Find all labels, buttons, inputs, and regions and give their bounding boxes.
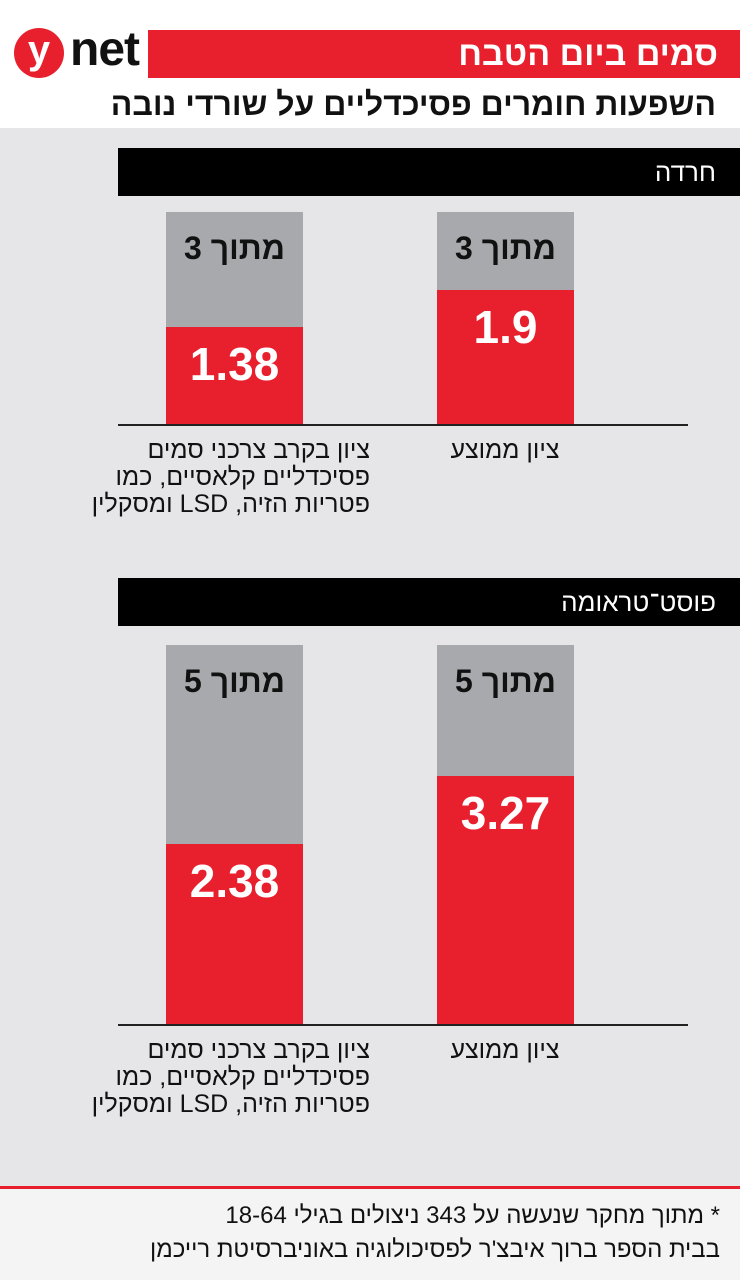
max-label: מתוך 3 (184, 230, 285, 266)
footer (0, 1186, 740, 1280)
category-label: ציון בקרב צרכני סמים פסיכדליים קלאסיים, … (91, 436, 370, 518)
bar (166, 844, 303, 1025)
subtitle: השפעות חומרים פסיכדליים על שורדי נובה (110, 86, 716, 122)
category-label: ציון ממוצע (450, 436, 560, 464)
max-label: מתוך 5 (455, 663, 556, 699)
bar (166, 327, 303, 425)
value-label: 1.9 (473, 301, 538, 354)
title: סמים ביום הטבח (148, 30, 740, 78)
section-title: פוסט־טראומה (118, 578, 740, 626)
max-label: מתוך 3 (455, 230, 556, 266)
max-label: מתוך 5 (184, 663, 285, 699)
logo-text: net (70, 23, 140, 76)
section-title: חרדה (118, 148, 740, 196)
value-label: 2.38 (189, 855, 280, 908)
value-label: 3.27 (460, 787, 551, 840)
axis-line (118, 1024, 688, 1026)
bar (437, 290, 574, 425)
footnote: בבית הספר ברוך איבצ'ר לפסיכולוגיה באוניב… (150, 1236, 720, 1263)
value-label: 1.38 (189, 338, 280, 391)
axis-line (118, 424, 688, 426)
category-label: ציון בקרב צרכני סמים פסיכדליים קלאסיים, … (91, 1036, 370, 1118)
footnote: * מתוך מחקר שנעשה על 343 ניצולים בגילי 1… (225, 1202, 720, 1229)
category-label: ציון ממוצע (450, 1036, 560, 1064)
logo-mark: y (14, 28, 64, 78)
bar (437, 776, 574, 1025)
